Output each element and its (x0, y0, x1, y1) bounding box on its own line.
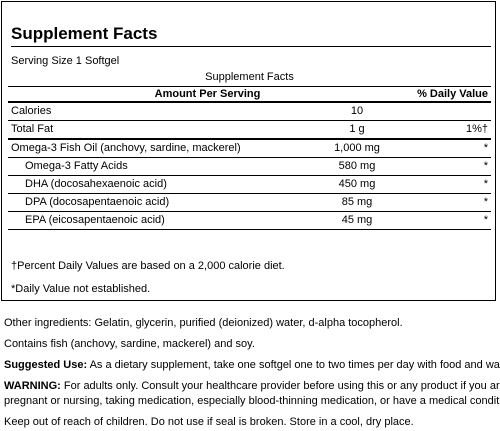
nutrient-daily-value: 1%† (407, 120, 491, 140)
header-amount-per-serving: Amount Per Serving (8, 86, 407, 103)
other-ingredients: Other ingredients: Gelatin, glycerin, pu… (4, 317, 403, 329)
nutrient-name: Total Fat (8, 120, 307, 140)
nutrient-name: Omega-3 Fatty Acids (8, 157, 307, 176)
nutrient-daily-value: * (407, 211, 491, 230)
table-row: Total Fat 1 g 1%† (8, 120, 491, 140)
nutrient-amount: 85 mg (307, 193, 407, 212)
warning-line-2: pregnant or nursing, taking medication, … (4, 395, 500, 407)
suggested-use-label: Suggested Use: (4, 359, 88, 371)
suggested-use-text: As a dietary supplement, take one softge… (87, 359, 500, 371)
warning-text-1: For adults only. Consult your healthcare… (60, 380, 500, 392)
nutrient-amount: 1,000 mg (307, 139, 407, 158)
supplement-facts-panel: Supplement Facts Serving Size 1 Softgel … (1, 1, 496, 301)
nutrient-amount: 45 mg (307, 211, 407, 230)
nutrient-daily-value: * (407, 139, 491, 158)
panel-title: Supplement Facts (11, 24, 158, 43)
nutrient-name: EPA (eicosapentaenoic acid) (8, 211, 307, 230)
footnote-daily-value-not-established: *Daily Value not established. (11, 283, 151, 295)
table-row: Calories 10 (8, 102, 491, 121)
header-daily-value: % Daily Value (407, 86, 491, 103)
nutrient-daily-value: * (407, 157, 491, 176)
table-row: DPA (docosapentaenoic acid) 85 mg * (8, 193, 491, 212)
title-divider (11, 46, 491, 47)
table-row: Omega-3 Fish Oil (anchovy, sardine, mack… (8, 139, 491, 158)
table-row: Omega-3 Fatty Acids 580 mg * (8, 157, 491, 176)
nutrient-amount: 1 g (307, 120, 407, 140)
nutrient-amount: 580 mg (307, 157, 407, 176)
facts-table: Amount Per Serving % Daily Value Calorie… (8, 86, 491, 230)
nutrient-daily-value: * (407, 193, 491, 212)
storage-statement: Keep out of reach of children. Do not us… (4, 416, 414, 428)
nutrient-daily-value (407, 102, 491, 121)
allergen-statement: Contains fish (anchovy, sardine, mackere… (4, 338, 255, 350)
warning-label: WARNING: (4, 380, 61, 392)
nutrient-name: Calories (8, 102, 307, 121)
table-row: EPA (eicosapentaenoic acid) 45 mg * (8, 211, 491, 230)
suggested-use: Suggested Use: As a dietary supplement, … (4, 358, 500, 373)
table-header-row: Amount Per Serving % Daily Value (8, 86, 491, 103)
nutrient-name: DHA (docosahexaenoic acid) (8, 175, 307, 194)
nutrient-name: Omega-3 Fish Oil (anchovy, sardine, mack… (8, 139, 307, 158)
table-row: DHA (docosahexaenoic acid) 450 mg * (8, 175, 491, 194)
nutrient-name: DPA (docosapentaenoic acid) (8, 193, 307, 212)
serving-size: Serving Size 1 Softgel (11, 55, 120, 67)
nutrient-amount: 450 mg (307, 175, 407, 194)
table-caption: Supplement Facts (205, 71, 294, 83)
warning-line-1: WARNING: For adults only. Consult your h… (4, 379, 500, 394)
nutrient-daily-value: * (407, 175, 491, 194)
footnote-percent-daily-value: †Percent Daily Values are based on a 2,0… (11, 260, 285, 272)
nutrient-amount: 10 (307, 102, 407, 121)
